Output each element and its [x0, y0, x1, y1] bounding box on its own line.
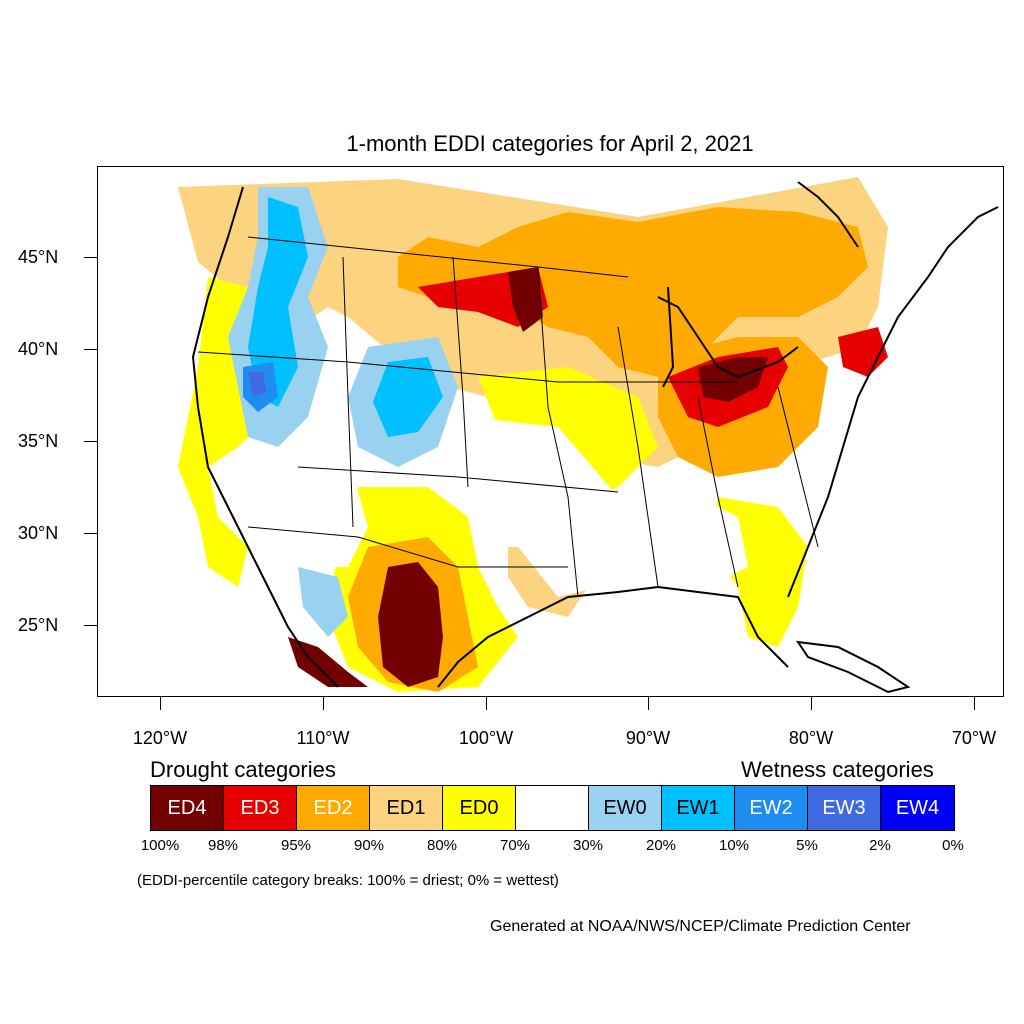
wetness-categories-title: Wetness categories [741, 757, 934, 782]
legend-box-ew3: EW3 [808, 786, 881, 830]
lat-tick [84, 625, 97, 626]
lat-label: 35°N [18, 431, 59, 451]
lon-label: 100°W [458, 728, 514, 748]
percentile-label: 10% [718, 837, 750, 854]
lat-label: 40°N [18, 339, 59, 359]
region-ed0-central [478, 367, 658, 507]
category-legend: ED4 ED3 ED2 ED1 ED0 EW0 EW1 EW2 EW3 EW4 [150, 785, 955, 831]
lat-tick [84, 257, 97, 258]
percentile-label: 70% [499, 837, 531, 854]
percentile-label: 100% [140, 837, 180, 854]
legend-box-ed2: ED2 [297, 786, 370, 830]
lon-tick [160, 697, 161, 710]
percentile-label: 80% [426, 837, 458, 854]
region-ew1-west [248, 197, 308, 407]
region-ed4-mexico [288, 637, 368, 687]
legend-box-ew1: EW1 [662, 786, 735, 830]
region-ew3-west [248, 372, 266, 397]
percentile-label: 0% [942, 837, 964, 854]
lon-label: 90°W [625, 728, 671, 748]
eddi-map [178, 177, 999, 694]
coastlines [191, 181, 999, 688]
lat-label: 30°N [18, 523, 59, 543]
percentile-label: 2% [869, 837, 891, 854]
lat-label: 25°N [18, 615, 59, 635]
lon-label: 70°W [951, 728, 997, 748]
lat-tick [84, 349, 97, 350]
lon-tick [648, 697, 649, 710]
map-title: 1-month EDDI categories for April 2, 202… [346, 131, 754, 156]
legend-box-ed4: ED4 [151, 786, 224, 830]
percentile-label: 90% [353, 837, 385, 854]
lon-tick [323, 697, 324, 710]
region-ed4-dakotas [508, 267, 543, 332]
lat-tick [84, 533, 97, 534]
region-neutral-southwest [238, 457, 368, 567]
region-ed4-ohio [698, 357, 768, 402]
percentile-label: 5% [796, 837, 818, 854]
percentile-label: 98% [207, 837, 239, 854]
region-ew1-rockies [373, 357, 443, 437]
lon-tick [974, 697, 975, 710]
lon-label: 110°W [296, 728, 350, 748]
region-ed4-texas [378, 562, 443, 687]
legend-box-ew4: EW4 [881, 786, 954, 830]
category-note: (EDDI-percentile category breaks: 100% =… [137, 872, 559, 889]
island-cuba [795, 640, 911, 694]
region-ed2-north [398, 207, 868, 377]
legend-box-ed3: ED3 [224, 786, 297, 830]
lon-tick [486, 697, 487, 710]
lon-label: 80°W [788, 728, 834, 748]
region-neutral-southeast [618, 497, 748, 587]
drought-categories-title: Drought categories [150, 757, 336, 782]
lat-label: 45°N [18, 247, 59, 267]
legend-box-ed1: ED1 [370, 786, 443, 830]
legend-box-ew2: EW2 [735, 786, 808, 830]
lon-label: 120°W [132, 728, 188, 748]
region-ew0-mexico [298, 567, 348, 637]
percentile-label: 95% [280, 837, 312, 854]
lon-tick [811, 697, 812, 710]
legend-box-ed0: ED0 [443, 786, 516, 830]
lat-tick [84, 441, 97, 442]
percentile-label: 20% [645, 837, 677, 854]
legend-box-neutral [516, 786, 589, 830]
region-ed3-northeast [838, 327, 888, 377]
region-neutral-plains [468, 417, 638, 597]
credit-text: Generated at NOAA/NWS/NCEP/Climate Predi… [490, 918, 911, 935]
legend-box-ew0: EW0 [589, 786, 662, 830]
percentile-label: 30% [572, 837, 604, 854]
map-panel [97, 166, 1004, 697]
boundaries [197, 236, 819, 598]
